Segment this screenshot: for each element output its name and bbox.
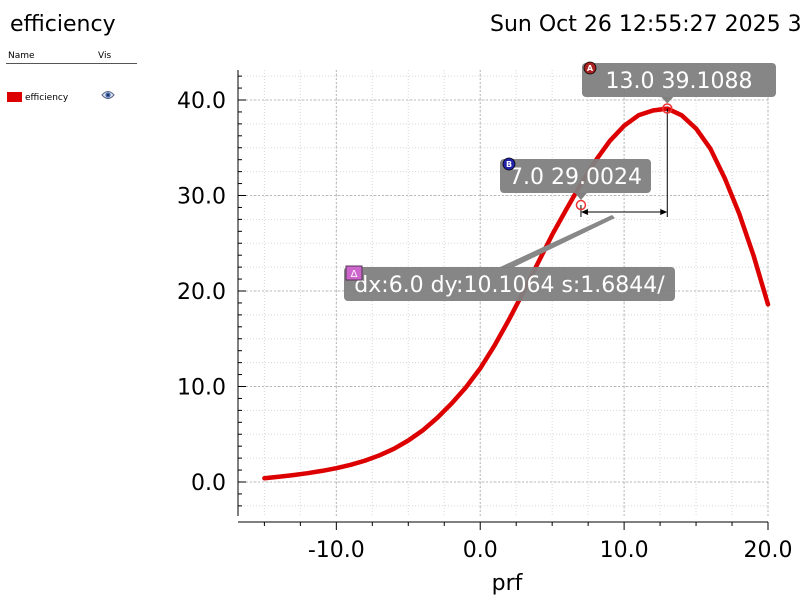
- marker-b-label-text: 7.0 29.0024: [509, 165, 642, 190]
- delta-arrow-right: [660, 209, 668, 215]
- marker-a-badge-letter: A: [587, 64, 594, 73]
- marker-a-label-box: [582, 63, 776, 97]
- x-tick-label: 20.0: [744, 538, 793, 563]
- datetime-readout: Sun Oct 26 12:55:27 2025 3: [490, 12, 800, 37]
- delta-arrow-left: [580, 209, 588, 215]
- delta-label-box: [344, 267, 675, 301]
- eye-icon[interactable]: [101, 89, 115, 101]
- window-title: efficiency: [10, 12, 116, 37]
- series-line-efficiency: [262, 106, 771, 481]
- legend-panel: Name Vis efficiency: [6, 50, 137, 110]
- tick-marks: [238, 75, 769, 530]
- series-layer: [262, 106, 771, 481]
- marker-a-point: [662, 103, 673, 114]
- legend-item-efficiency[interactable]: efficiency: [6, 90, 137, 110]
- marker-a-label-text: 13.0 39.1088: [606, 69, 753, 94]
- tick-labels: 0.0 10.0 20.0 30.0 40.0 -10.0 0.0 10.0 20.0: [177, 89, 792, 563]
- y-tick-label: 40.0: [177, 89, 226, 114]
- marker-b-badge: [502, 157, 516, 171]
- legend-item-label: efficiency: [25, 93, 69, 103]
- delta-label-text: dx:6.0 dy:10.1064 s:1.6844/: [354, 273, 665, 298]
- legend-header-name: Name: [8, 51, 35, 61]
- y-tick-label: 30.0: [177, 185, 226, 210]
- delta-badge: [345, 265, 363, 281]
- marker-a-pointer: [661, 97, 674, 104]
- axes: [237, 70, 768, 523]
- y-tick-label: 10.0: [177, 376, 226, 401]
- x-tick-label: -10.0: [308, 538, 365, 563]
- legend-header: Name Vis: [6, 50, 137, 64]
- y-tick-label: 20.0: [177, 280, 226, 305]
- x-tick-label: 10.0: [600, 538, 649, 563]
- marker-a-badge: [583, 61, 597, 75]
- x-axis-label: prf: [492, 571, 524, 596]
- marker-b-pointer: [574, 193, 587, 201]
- delta-leader: [498, 215, 615, 268]
- legend-color-swatch: [7, 92, 22, 102]
- y-tick-label: 0.0: [191, 471, 226, 496]
- x-tick-label: 0.0: [463, 538, 498, 563]
- legend-header-vis: Vis: [98, 51, 112, 61]
- marker-b-label-box: [500, 159, 651, 193]
- marker-b-point: [575, 199, 587, 211]
- annotations: 13.0 39.1088 7.0 29.0024 dx:6.0 dy:10.1064…: [344, 61, 776, 301]
- delta-badge-letter: Δ: [351, 269, 358, 280]
- marker-b-badge-letter: B: [506, 160, 512, 169]
